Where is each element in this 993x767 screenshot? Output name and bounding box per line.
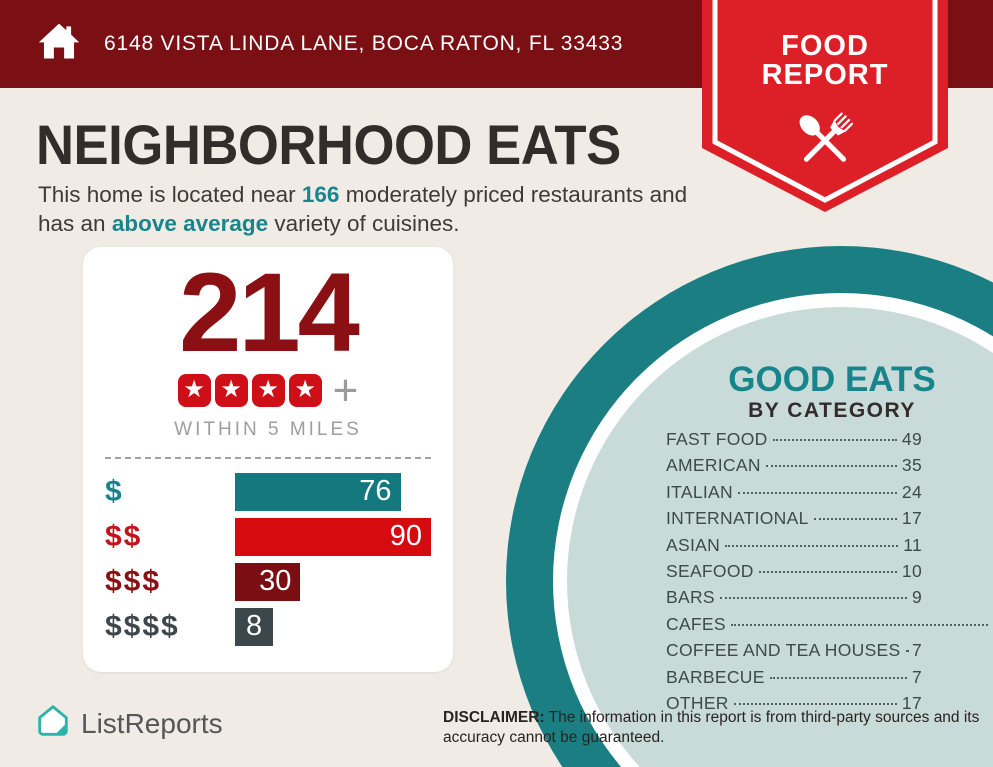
dotted-leader: [765, 465, 897, 468]
category-label: BARS: [666, 587, 715, 608]
star-icon: ★: [288, 373, 322, 407]
price-bar: 76: [235, 472, 401, 511]
dotted-leader: [725, 544, 899, 547]
property-address: 6148 VISTA LINDA LANE, BOCA RATON, FL 33…: [104, 32, 624, 55]
price-bar-chart: $76 $$ 90 $$$ 30 $$$$ 8: [83, 469, 453, 649]
category-row: BARBECUE 7: [666, 667, 922, 693]
dotted-leader: [719, 597, 907, 600]
price-bar-row: $76: [83, 469, 453, 514]
price-bar: 90: [235, 517, 431, 556]
category-row: SEAFOOD 10: [666, 561, 922, 587]
dotted-leader: [730, 623, 988, 626]
subtitle-text: moderately priced restaurants and: [339, 182, 688, 207]
price-bar: 30: [235, 562, 301, 601]
category-row: FAST FOOD 49: [666, 429, 922, 455]
subtitle-highlight: above average: [111, 211, 269, 236]
star-rating-row: ★ ★ ★ ★ +: [83, 365, 453, 415]
category-row: COFFEE AND TEA HOUSES 7: [666, 640, 922, 666]
category-label: INTERNATIONAL: [666, 508, 809, 529]
spoon-fork-icon: [785, 97, 865, 186]
category-label: ITALIAN: [666, 481, 733, 502]
category-list: FAST FOOD 49 AMERICAN 35 ITALIAN 24 INTERNATIO…: [666, 429, 988, 719]
category-label: BARBECUE: [666, 666, 765, 687]
good-eats-title: GOOD EATS: [728, 360, 936, 399]
dotted-leader: [813, 518, 897, 521]
category-count: 11: [903, 534, 922, 555]
category-count: 49: [901, 429, 922, 449]
category-row: AMERICAN 35: [666, 455, 922, 481]
home-icon: [36, 20, 82, 69]
price-bar: 8: [235, 607, 274, 646]
category-label: SEAFOOD: [666, 560, 754, 581]
radius-label: WITHIN 5 MILES: [174, 419, 362, 440]
ribbon-title-line1: FOOD: [781, 30, 869, 62]
category-label: COFFEE AND TEA HOUSES: [666, 640, 901, 661]
dashed-divider: [105, 457, 431, 459]
listreports-logo: ListReports: [34, 702, 223, 745]
category-row: CAFES: [666, 614, 993, 640]
ribbon-shape: [702, 0, 948, 212]
listreports-wordmark: ListReports: [81, 707, 223, 739]
dotted-leader: [769, 676, 907, 679]
subtitle-text: variety of cuisines.: [268, 211, 460, 236]
category-label: ASIAN: [666, 534, 721, 555]
category-row: ASIAN 11: [666, 535, 922, 561]
category-label: OTHER: [666, 692, 729, 713]
dotted-leader: [737, 491, 897, 494]
star-icon: ★: [177, 373, 211, 407]
category-count: 24: [901, 481, 922, 502]
price-bar-row: $$$$ 8: [83, 604, 453, 649]
dotted-leader: [758, 570, 897, 573]
category-count: 7: [911, 640, 922, 661]
price-bar-row: $$ 90: [83, 514, 453, 559]
category-label: CAFES: [666, 613, 726, 634]
subtitle-text: has an: [38, 211, 112, 236]
total-restaurant-count: 214: [179, 250, 360, 375]
category-count: 35: [901, 455, 922, 476]
price-bar-row: $$$ 30: [83, 559, 453, 604]
star-icon: ★: [214, 373, 248, 407]
price-tier-label: $$$: [105, 564, 162, 598]
subtitle-text: This home is located near: [38, 182, 302, 207]
plus-sign: +: [332, 365, 359, 415]
price-tier-label: $: [105, 474, 124, 508]
listreports-house-icon: [34, 702, 72, 745]
page-title: NEIGHBORHOOD EATS: [36, 113, 621, 176]
category-count: 9: [911, 587, 922, 608]
dotted-leader: [905, 650, 907, 653]
category-row: OTHER 17: [666, 693, 922, 719]
category-count: 17: [901, 692, 922, 713]
summary-sentence: This home is located near 166 moderately…: [38, 180, 698, 238]
category-count: 10: [901, 560, 922, 581]
category-count: 7: [911, 666, 922, 687]
disclaimer: DISCLAIMER: The information in this repo…: [443, 708, 993, 748]
food-report-ribbon: FOOD REPORT: [702, 0, 948, 212]
disclaimer-text: The information in this report is from t…: [443, 709, 980, 746]
good-eats-subtitle: BY CATEGORY: [748, 399, 916, 422]
ribbon-title-line2: REPORT: [761, 59, 889, 91]
disclaimer-label: DISCLAIMER:: [443, 709, 545, 726]
category-count: 17: [901, 508, 922, 529]
category-label: FAST FOOD: [666, 429, 768, 449]
dotted-leader: [772, 439, 897, 441]
price-tier-label: $$: [105, 519, 143, 553]
category-row: INTERNATIONAL 17: [666, 508, 922, 534]
dotted-leader: [733, 702, 897, 705]
category-row: ITALIAN 24: [666, 482, 922, 508]
category-row: BARS 9: [666, 587, 922, 613]
subtitle-highlight: 166: [301, 182, 340, 207]
restaurant-summary-card: 214 ★ ★ ★ ★ + WITHIN 5 MILES $76 $$ 90 $$$ 30 $$$…: [83, 247, 453, 672]
category-label: AMERICAN: [666, 455, 761, 476]
price-tier-label: $$$$: [105, 609, 180, 643]
star-icon: ★: [251, 373, 285, 407]
